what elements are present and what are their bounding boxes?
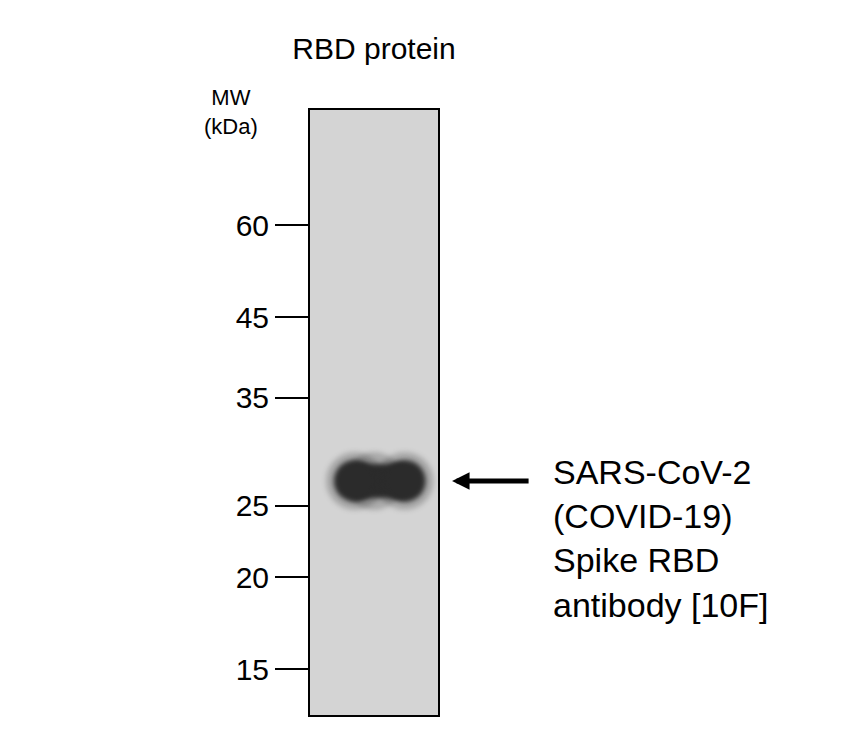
- svg-text:60: 60: [236, 209, 269, 242]
- svg-text:MW(kDa): MW(kDa): [204, 85, 258, 139]
- svg-text:35: 35: [236, 381, 269, 414]
- svg-text:20: 20: [236, 561, 269, 594]
- svg-text:15: 15: [236, 653, 269, 686]
- svg-text:SARS-CoV-2(COVID-19)Spike RBDa: SARS-CoV-2(COVID-19)Spike RBDantibody [1…: [553, 453, 768, 624]
- svg-text:25: 25: [236, 489, 269, 522]
- svg-text:45: 45: [236, 301, 269, 334]
- svg-text:RBD protein: RBD protein: [292, 32, 455, 65]
